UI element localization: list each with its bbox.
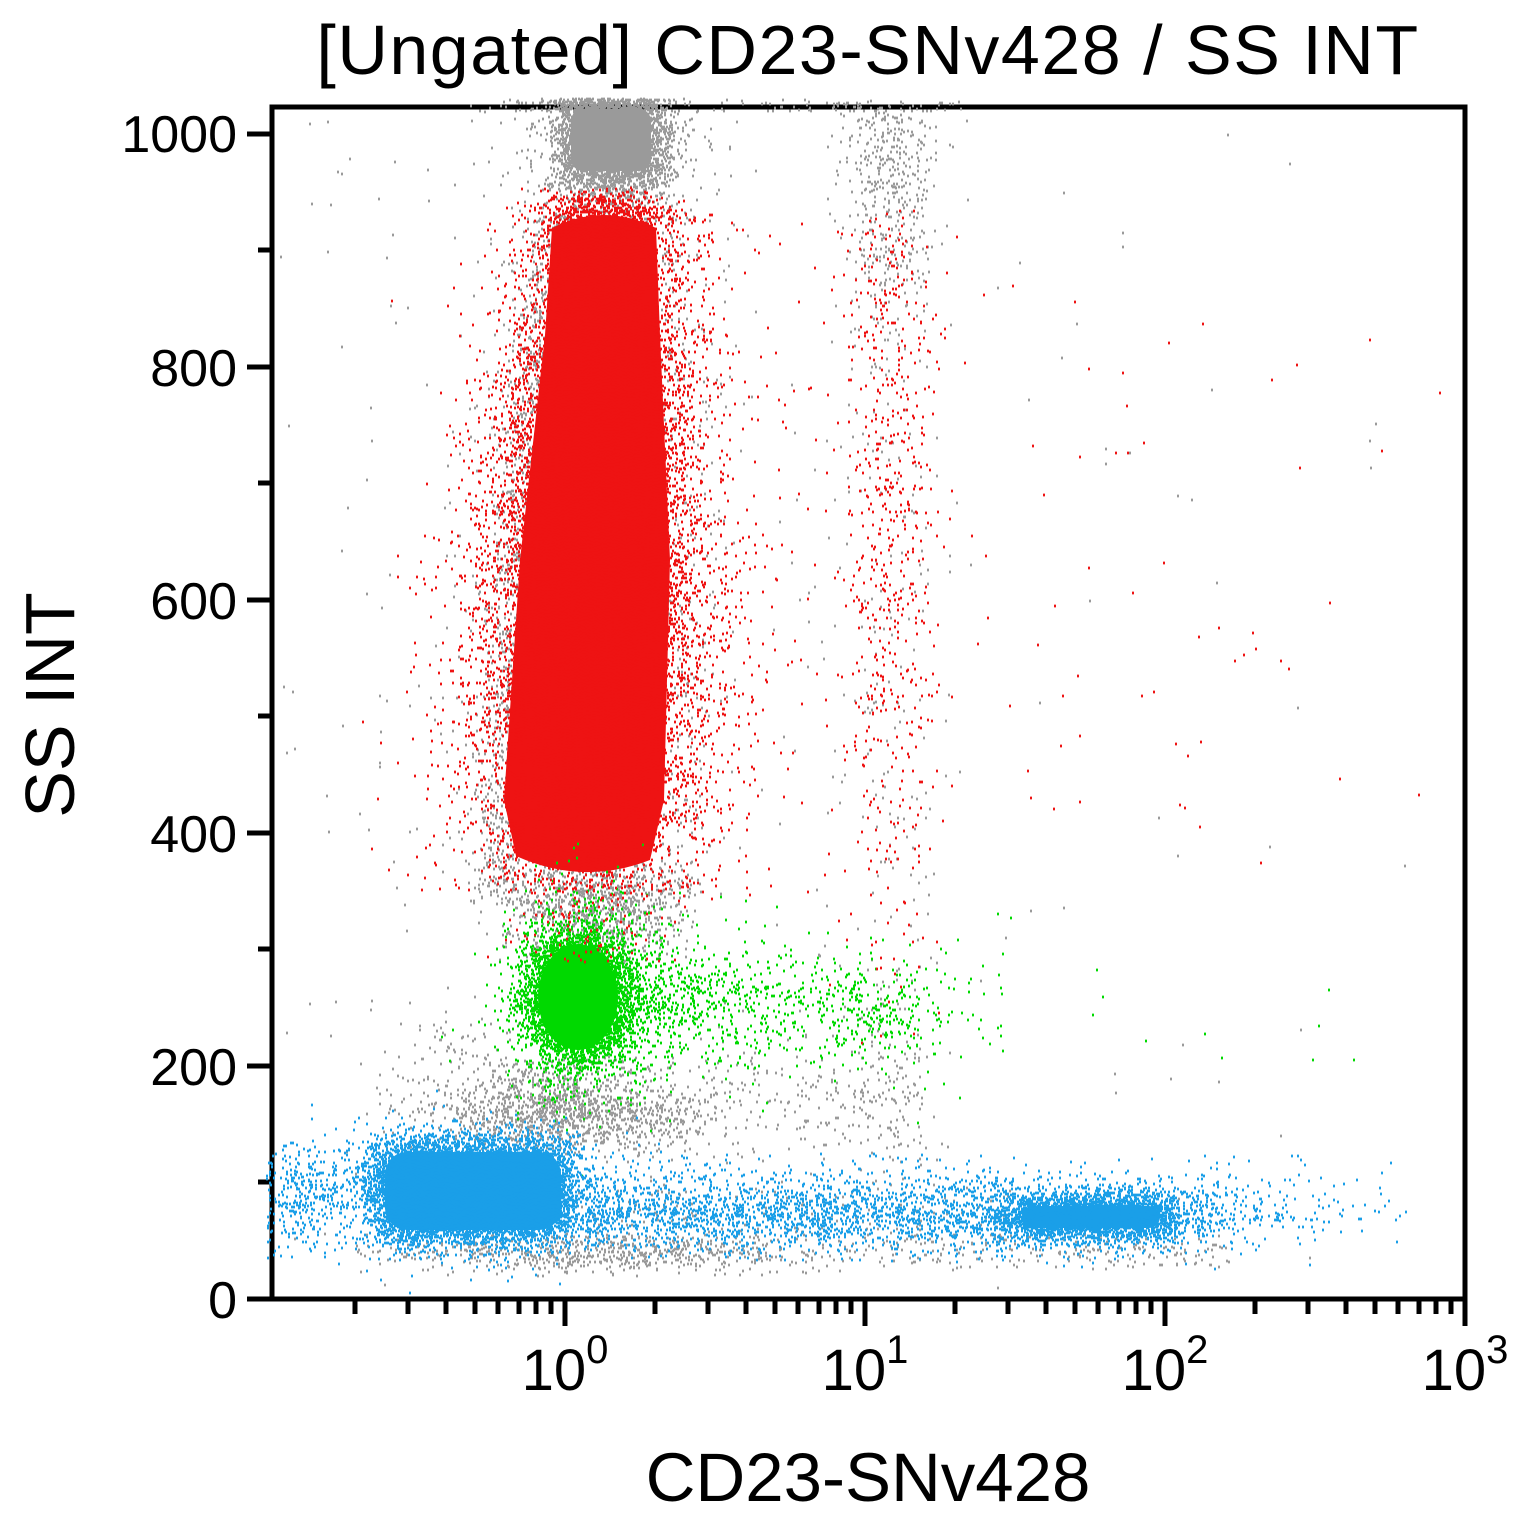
svg-text:101: 101 (822, 1328, 909, 1403)
svg-text:200: 200 (150, 1039, 237, 1097)
svg-text:800: 800 (150, 340, 237, 398)
svg-text:0: 0 (208, 1272, 237, 1330)
svg-text:103: 103 (1422, 1328, 1509, 1403)
svg-text:CD23-SNv428: CD23-SNv428 (646, 1439, 1091, 1516)
svg-text:600: 600 (150, 573, 237, 631)
svg-text:[Ungated] CD23-SNv428 / SS INT: [Ungated] CD23-SNv428 / SS INT (316, 11, 1419, 89)
svg-text:SS INT: SS INT (11, 592, 89, 818)
svg-text:1000: 1000 (121, 106, 237, 164)
svg-text:400: 400 (150, 806, 237, 864)
